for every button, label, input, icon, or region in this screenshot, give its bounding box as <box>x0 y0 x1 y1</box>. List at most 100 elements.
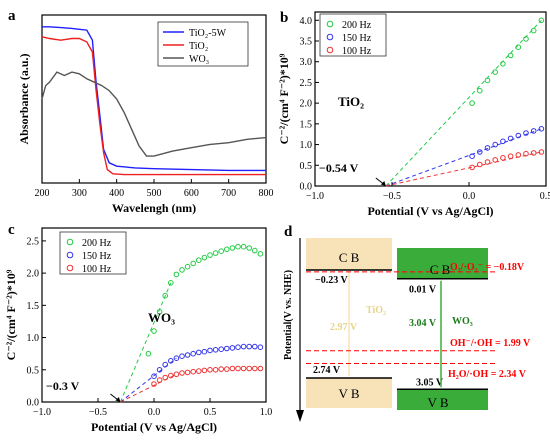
data-point-2 <box>196 368 202 374</box>
tio2-cb-label: C B <box>339 250 360 265</box>
y-tick-label: 2.0 <box>27 269 40 280</box>
data-point-1 <box>240 343 247 350</box>
data-point-1 <box>151 373 157 380</box>
wo3-vb-band <box>397 389 488 410</box>
data-point-0 <box>477 87 483 94</box>
data-point-2 <box>469 164 475 171</box>
legend-label: 200 Hz <box>82 238 112 249</box>
data-point-1 <box>507 135 514 142</box>
data-point-0 <box>246 245 252 251</box>
y-tick-label: 4.0 <box>300 16 313 27</box>
data-point-0 <box>257 251 264 257</box>
data-point-2 <box>162 374 168 381</box>
data-point-1 <box>246 343 252 350</box>
y-tick-label: 2.5 <box>300 78 313 89</box>
data-point-0 <box>235 243 241 250</box>
x-tick-label: −0.5 <box>89 407 107 418</box>
data-point-0 <box>179 267 185 273</box>
data-point-1 <box>212 347 219 353</box>
y-tick-label: 1.0 <box>300 140 313 151</box>
sample-label: TiO₂ <box>338 94 364 109</box>
wo3-cb-potential: 0.01 V <box>409 285 437 296</box>
data-point-0 <box>530 27 537 34</box>
data-point-1 <box>196 349 202 356</box>
legend-label: 100 Hz <box>342 46 372 57</box>
x-tick-label: 400 <box>109 188 124 199</box>
series-line-1 <box>41 36 266 176</box>
x-tick-label: 300 <box>72 188 87 199</box>
data-point-1 <box>229 345 236 351</box>
data-point-2 <box>224 366 230 372</box>
data-point-1 <box>477 149 483 155</box>
wo3-cb-label: C B <box>430 262 451 277</box>
data-point-1 <box>156 367 163 373</box>
x-tick-label: 1.0 <box>260 407 273 418</box>
data-point-0 <box>484 77 491 84</box>
data-point-2 <box>184 369 191 376</box>
data-point-1 <box>492 141 499 148</box>
data-point-0 <box>201 254 208 261</box>
y-axis-label: Absorbance (a.u.) <box>17 53 31 144</box>
data-point-2 <box>229 365 236 372</box>
data-point-0 <box>162 292 168 299</box>
sample-label: WO₃ <box>148 310 175 325</box>
series-line-2 <box>41 71 267 157</box>
data-point-1 <box>179 353 185 360</box>
plot-frame <box>314 11 547 187</box>
data-point-1 <box>218 346 224 353</box>
y-tick-label: 2.0 <box>300 99 313 110</box>
x-tick-label: 500 <box>147 188 162 199</box>
x-tick-label: 0.0 <box>463 191 476 202</box>
data-point-0 <box>515 44 522 51</box>
data-point-0 <box>207 252 213 258</box>
tio2-vb-band <box>306 378 392 408</box>
data-point-2 <box>173 371 180 378</box>
x-tick-label: 700 <box>221 188 236 199</box>
data-point-0 <box>196 257 202 264</box>
data-point-0 <box>168 280 174 286</box>
data-point-1 <box>257 344 264 351</box>
data-point-1 <box>530 128 537 134</box>
legend-marker <box>326 20 334 28</box>
trend-line-1 <box>120 357 177 403</box>
data-point-2 <box>523 150 529 157</box>
y-tick-label: 3.5 <box>300 37 313 48</box>
legend-marker <box>66 238 74 246</box>
y-tick-label: 0.0 <box>300 182 313 193</box>
wo3-vb-potential: 3.05 V <box>416 377 444 388</box>
data-point-0 <box>145 350 152 357</box>
data-point-0 <box>469 100 475 106</box>
redox-level-label-0: O₂/·O₂⁻ = −0.18V <box>450 262 525 273</box>
wo3-name: WO₃ <box>452 316 473 327</box>
data-point-1 <box>168 358 174 364</box>
data-point-0 <box>240 243 247 250</box>
data-point-0 <box>173 271 180 278</box>
data-point-0 <box>212 250 219 256</box>
data-point-2 <box>252 365 258 372</box>
data-point-0 <box>229 245 236 251</box>
data-point-0 <box>507 52 514 59</box>
x-tick-label: 0.5 <box>540 191 550 202</box>
data-point-1 <box>523 130 529 136</box>
data-point-0 <box>538 17 545 24</box>
y-axis-label: C⁻²/(cm⁴ F⁻²)*10⁹ <box>277 53 291 144</box>
x-tick-label: −1.0 <box>33 407 51 418</box>
y-tick-label: 0.0 <box>27 398 40 409</box>
panel-d: Potential(V vs. NHE) C B V B −0.23 V 2.74 V 2… <box>283 238 531 422</box>
data-point-1 <box>190 350 196 357</box>
legend-label: TiO₂ <box>189 41 208 52</box>
legend-label: 200 Hz <box>342 20 372 31</box>
data-point-1 <box>235 344 241 351</box>
legend-marker <box>326 46 334 54</box>
wo3-vb-label: V B <box>427 395 448 410</box>
legend-marker <box>326 33 334 41</box>
data-point-0 <box>492 69 499 75</box>
series-line-0 <box>42 26 266 172</box>
data-point-1 <box>224 345 230 352</box>
potential-axis-arrowhead <box>296 410 304 422</box>
data-point-2 <box>179 370 185 376</box>
trend-line-0 <box>119 282 172 403</box>
data-point-0 <box>500 61 506 67</box>
y-tick-label: 3.0 <box>300 57 313 68</box>
